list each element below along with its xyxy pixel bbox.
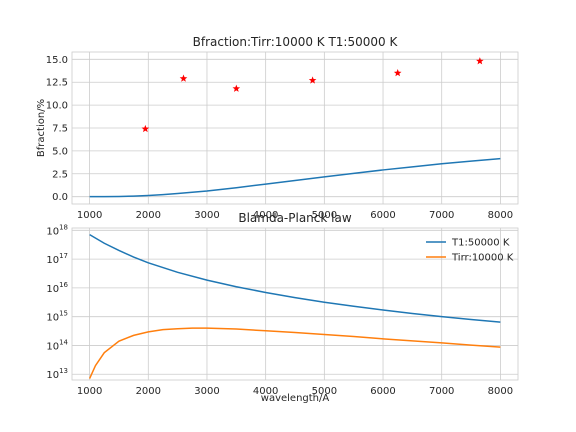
y-tick-label: 1014 xyxy=(46,338,68,352)
y-tick-label: 15.0 xyxy=(46,55,68,66)
y-tick-label: 1016 xyxy=(46,281,68,295)
x-tick-label: 2000 xyxy=(136,210,161,221)
bfraction-line xyxy=(89,157,501,198)
chart-planck-series xyxy=(88,233,501,379)
chart-planck-frame xyxy=(71,227,519,381)
scatter-point xyxy=(179,74,188,82)
chart-planck-yticks: 1013 1014 1015 1016 1017 1018 xyxy=(46,223,68,381)
chart-bfraction: 1000 2000 3000 4000 5000 6000 7000 8000 0.0 2.5 5… xyxy=(36,35,519,221)
x-tick-label: 5000 xyxy=(312,386,337,397)
legend-label: T1:50000 K xyxy=(451,238,510,249)
x-tick-label: 4000 xyxy=(253,386,278,397)
y-tick-label: 12.5 xyxy=(46,78,68,89)
x-tick-label: 6000 xyxy=(370,386,395,397)
x-tick-label: 3000 xyxy=(194,210,219,221)
y-tick-label: 7.5 xyxy=(52,124,68,135)
series-line xyxy=(89,233,501,323)
x-tick-label: 7000 xyxy=(429,210,454,221)
scatter-point xyxy=(393,69,402,77)
chart-planck-legend: T1:50000 K Tirr:10000 K xyxy=(426,238,514,264)
y-tick-label: 1015 xyxy=(46,310,68,324)
chart-bfraction-ylabel: Bfraction/% xyxy=(36,99,47,157)
y-tick-label: 1017 xyxy=(46,252,68,266)
x-tick-label: 6000 xyxy=(370,210,395,221)
y-tick-label: 2.5 xyxy=(52,169,68,180)
chart-bfraction-xticks: 1000 2000 3000 4000 5000 6000 7000 8000 xyxy=(77,210,513,221)
scatter-point xyxy=(232,84,241,92)
chart-planck-title: Blamda-Planck law xyxy=(238,211,351,225)
x-tick-label: 8000 xyxy=(488,386,513,397)
scatter-point xyxy=(141,124,150,133)
chart-bfraction-series xyxy=(89,157,501,198)
chart-planck-grid xyxy=(72,228,518,380)
chart-planck-xlabel: wavelength/A xyxy=(261,393,330,404)
series-line xyxy=(88,327,501,379)
x-tick-label: 5000 xyxy=(312,210,337,221)
chart-planck-xticks: 1000 2000 3000 4000 5000 6000 7000 8000 xyxy=(77,386,513,397)
scatter-point xyxy=(476,57,484,65)
y-tick-label: 5.0 xyxy=(52,146,68,157)
chart-bfraction-yticks: 0.0 2.5 5.0 7.5 10.0 12.5 15.0 xyxy=(46,55,68,203)
chart-bfraction-frame xyxy=(71,51,519,205)
x-tick-label: 1000 xyxy=(77,210,102,221)
x-tick-label: 4000 xyxy=(253,210,278,221)
legend-label: Tirr:10000 K xyxy=(451,253,514,264)
x-tick-label: 7000 xyxy=(429,386,454,397)
x-tick-label: 3000 xyxy=(194,386,219,397)
x-tick-label: 2000 xyxy=(136,386,161,397)
y-tick-label: 1018 xyxy=(46,223,68,237)
x-tick-label: 1000 xyxy=(77,386,102,397)
x-tick-label: 8000 xyxy=(488,210,513,221)
y-tick-label: 10.0 xyxy=(46,101,68,112)
chart-bfraction-scatter xyxy=(141,57,484,133)
chart-planck: 1000 2000 3000 4000 5000 6000 7000 8000 1013101… xyxy=(46,211,519,404)
y-tick-label: 0.0 xyxy=(52,192,68,203)
y-tick-label: 1013 xyxy=(46,367,68,381)
scatter-point xyxy=(308,76,317,84)
chart-bfraction-title: Bfraction:Tirr:10000 K T1:50000 K xyxy=(193,35,399,49)
